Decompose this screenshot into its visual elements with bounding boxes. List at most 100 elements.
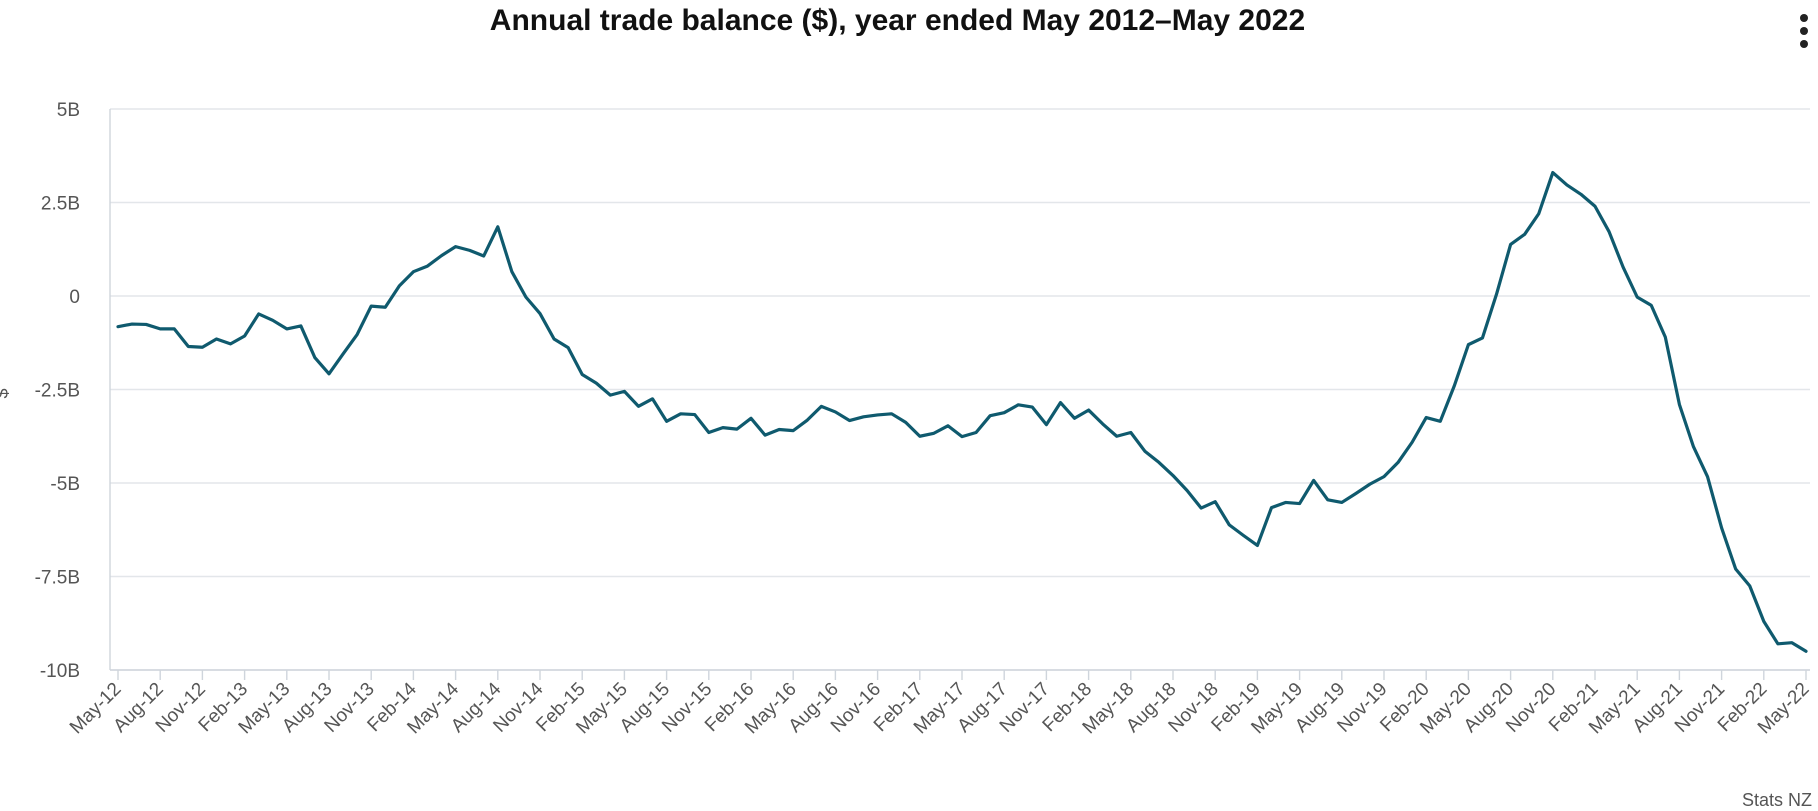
data-point[interactable] (745, 412, 757, 424)
data-point[interactable] (1505, 238, 1517, 250)
data-point[interactable] (1786, 637, 1798, 649)
data-point[interactable] (407, 266, 419, 278)
data-point[interactable] (1702, 471, 1714, 483)
data-point[interactable] (632, 400, 644, 412)
data-point[interactable] (379, 301, 391, 313)
data-point[interactable] (1744, 580, 1756, 592)
data-point[interactable] (1631, 291, 1643, 303)
data-point[interactable] (393, 280, 405, 292)
data-point[interactable] (1209, 496, 1221, 508)
data-point[interactable] (1054, 397, 1066, 409)
data-point[interactable] (365, 300, 377, 312)
data-point[interactable] (1617, 261, 1629, 273)
data-point[interactable] (1336, 496, 1348, 508)
data-point[interactable] (1462, 339, 1474, 351)
data-point[interactable] (900, 416, 912, 428)
data-point[interactable] (1645, 299, 1657, 311)
data-point[interactable] (843, 415, 855, 427)
data-point[interactable] (689, 409, 701, 421)
data-point[interactable] (1251, 539, 1263, 551)
data-point[interactable] (1673, 398, 1685, 410)
data-point[interactable] (675, 408, 687, 420)
data-point[interactable] (815, 400, 827, 412)
data-point[interactable] (773, 424, 785, 436)
data-point[interactable] (1575, 188, 1587, 200)
data-point[interactable] (1097, 418, 1109, 430)
data-point[interactable] (140, 318, 152, 330)
data-point[interactable] (1265, 502, 1277, 514)
data-point[interactable] (1378, 471, 1390, 483)
data-point[interactable] (1125, 427, 1137, 439)
data-point[interactable] (295, 320, 307, 332)
data-point[interactable] (492, 221, 504, 233)
data-point[interactable] (1280, 496, 1292, 508)
data-point[interactable] (1434, 415, 1446, 427)
data-point[interactable] (1800, 645, 1812, 657)
data-point[interactable] (548, 333, 560, 345)
data-point[interactable] (661, 415, 673, 427)
data-point[interactable] (421, 260, 433, 272)
data-point[interactable] (1603, 226, 1615, 238)
data-point[interactable] (1294, 498, 1306, 510)
data-point[interactable] (801, 414, 813, 426)
data-point[interactable] (1476, 332, 1488, 344)
data-point[interactable] (1308, 474, 1320, 486)
data-point[interactable] (942, 420, 954, 432)
data-point[interactable] (1364, 478, 1376, 490)
data-point[interactable] (1448, 380, 1460, 392)
data-point[interactable] (1069, 412, 1081, 424)
data-point[interactable] (956, 431, 968, 443)
data-point[interactable] (998, 407, 1010, 419)
data-point[interactable] (590, 377, 602, 389)
data-point[interactable] (1322, 494, 1334, 506)
data-point[interactable] (759, 429, 771, 441)
data-point[interactable] (1716, 522, 1728, 534)
data-point[interactable] (309, 352, 321, 364)
data-point[interactable] (1491, 288, 1503, 300)
data-point[interactable] (450, 241, 462, 253)
data-point[interactable] (647, 393, 659, 405)
data-point[interactable] (1420, 412, 1432, 424)
data-point[interactable] (829, 406, 841, 418)
data-point[interactable] (253, 308, 265, 320)
data-point[interactable] (267, 314, 279, 326)
data-point[interactable] (914, 430, 926, 442)
data-point[interactable] (1223, 519, 1235, 531)
data-point[interactable] (464, 244, 476, 256)
data-point[interactable] (239, 330, 251, 342)
data-point[interactable] (1589, 200, 1601, 212)
data-point[interactable] (604, 389, 616, 401)
data-point[interactable] (1181, 484, 1193, 496)
data-point[interactable] (858, 411, 870, 423)
data-point[interactable] (1758, 615, 1770, 627)
data-point[interactable] (1083, 404, 1095, 416)
data-point[interactable] (506, 266, 518, 278)
data-point[interactable] (478, 250, 490, 262)
data-point[interactable] (182, 340, 194, 352)
data-point[interactable] (984, 410, 996, 422)
data-point[interactable] (1561, 179, 1573, 191)
data-point[interactable] (436, 250, 448, 262)
data-point[interactable] (1730, 563, 1742, 575)
data-point[interactable] (196, 341, 208, 353)
data-point[interactable] (1772, 638, 1784, 650)
data-point[interactable] (717, 422, 729, 434)
data-point[interactable] (1237, 529, 1249, 541)
data-point[interactable] (1659, 331, 1671, 343)
data-point[interactable] (1153, 456, 1165, 468)
data-point[interactable] (225, 338, 237, 350)
data-point[interactable] (1040, 419, 1052, 431)
data-point[interactable] (520, 291, 532, 303)
data-point[interactable] (1406, 436, 1418, 448)
more-vertical-icon[interactable] (1797, 14, 1811, 56)
data-point[interactable] (703, 427, 715, 439)
data-point[interactable] (112, 321, 124, 333)
data-point[interactable] (534, 308, 546, 320)
data-point[interactable] (1519, 228, 1531, 240)
data-point[interactable] (1195, 502, 1207, 514)
data-point[interactable] (562, 342, 574, 354)
data-point[interactable] (351, 329, 363, 341)
data-point[interactable] (210, 333, 222, 345)
data-point[interactable] (970, 427, 982, 439)
data-point[interactable] (886, 408, 898, 420)
